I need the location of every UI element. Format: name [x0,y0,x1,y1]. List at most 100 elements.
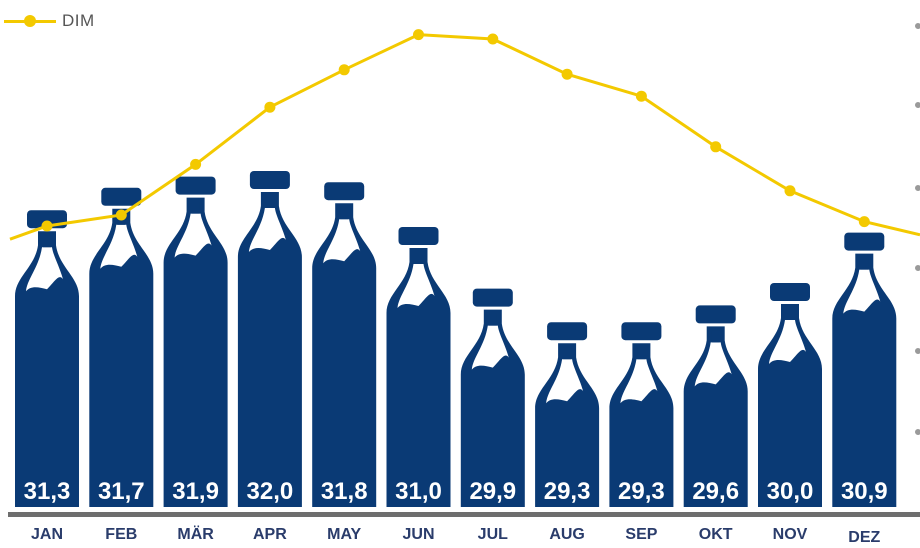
bottle-highlight [174,213,212,258]
bar: 29,3 [535,322,600,507]
bar-value-label: 29,3 [544,478,591,505]
bottle-neck-inner [563,347,572,360]
right-axis-tick [915,102,920,108]
bar-value-label: 29,9 [469,478,516,505]
bottle-body [163,197,228,507]
x-tick-label: JUN [402,526,434,543]
bottle-neck-inner [340,207,349,220]
legend-line-dot [24,15,36,27]
bar-value-label: 30,0 [767,478,814,505]
legend-line-icon [4,9,56,33]
bar-value-label: 30,9 [841,478,888,505]
bottle-cap [621,322,662,341]
bottle-cap [175,176,216,195]
bar-value-label: 32,0 [247,478,294,505]
bottle-cap [844,232,885,251]
bottle-neck-inner [711,330,720,343]
bottle-body [15,231,79,507]
bottle-highlight [100,224,138,269]
bar-value-label: 31,0 [395,478,442,505]
x-axis-line [8,512,920,517]
line-point [413,29,424,41]
x-tick-label: JAN [31,526,63,543]
bottle-highlight [694,342,732,387]
line-point [487,33,499,45]
bottle-neck-inner [43,235,51,248]
bar-value-label: 31,9 [172,478,219,505]
line-point [41,220,53,232]
bar-value-label: 29,6 [692,478,739,505]
bar: 29,6 [683,305,748,507]
x-tick-label: OKT [699,526,733,543]
bar: 31,9 [163,176,228,507]
bottle-cap [472,288,513,307]
line-point [338,64,350,76]
bar: 29,9 [460,288,525,507]
right-axis-tick [915,23,920,29]
legend-label: DIM [62,11,95,30]
bottle-neck-inner [488,313,497,326]
line-point [190,158,202,170]
bar-value-label: 31,7 [98,478,145,505]
bottle-highlight [769,320,806,364]
x-tick-label: APR [253,526,287,543]
x-tick-label: MAY [327,526,361,543]
bottle-body [386,248,451,507]
x-tick-label: DEZ [848,529,880,546]
line-point [635,90,647,102]
bottle-highlight [248,208,286,252]
legend: DIM [4,9,95,33]
right-axis-tick [915,348,920,354]
bottle-highlight [323,219,361,264]
x-tick-label: JUL [478,526,508,543]
bar: 30,9 [832,232,897,507]
bottle-highlight [546,359,584,404]
x-tick-label: SEP [625,526,657,543]
bottle-body [535,343,600,507]
bar: 31,8 [312,182,377,507]
bottle-cap [547,322,588,341]
bottle-neck-inner [637,347,646,360]
line-point [264,101,276,113]
bar: 32,0 [237,171,302,507]
bottle-cap [695,305,736,324]
bottle-neck-inner [191,201,200,214]
bottle-cap [324,182,365,201]
bottle-highlight [397,264,435,308]
bottle-body [609,343,674,507]
bottle-body [832,253,897,507]
bottle-neck-inner [860,257,869,270]
bottle-cap [398,227,439,245]
x-tick-label: AUG [549,526,585,543]
series-line [9,33,920,241]
right-axis-tick [915,265,920,271]
bottle-highlight [26,247,63,292]
bar-value-label: 31,3 [24,478,71,505]
line-point [710,141,722,153]
bar-value-label: 29,3 [618,478,665,505]
bottle-highlight [843,269,881,314]
bar: 31,3 [15,210,79,507]
x-tick-label: MÄR [177,525,214,543]
bottle-body [237,192,302,507]
bottle-body [89,208,154,508]
bar: 29,3 [609,322,674,507]
right-axis-tick [915,185,920,191]
bottle-cap [770,283,810,301]
x-tick-label: NOV [773,526,808,543]
bottle-cap [101,187,142,206]
bottle-neck-inner [786,308,794,320]
line-point [115,209,127,221]
line-point [858,216,870,228]
bottle-body [312,203,377,507]
bar-value-label: 31,8 [321,478,368,505]
right-axis-tick [915,429,920,435]
bottle-highlight [620,359,658,404]
bottle-body [683,326,748,507]
line-point [561,68,573,80]
bottle-neck-inner [414,252,423,264]
bar: 30,0 [758,283,822,507]
bar: 31,7 [89,187,154,508]
x-tick-label: FEB [105,526,137,543]
